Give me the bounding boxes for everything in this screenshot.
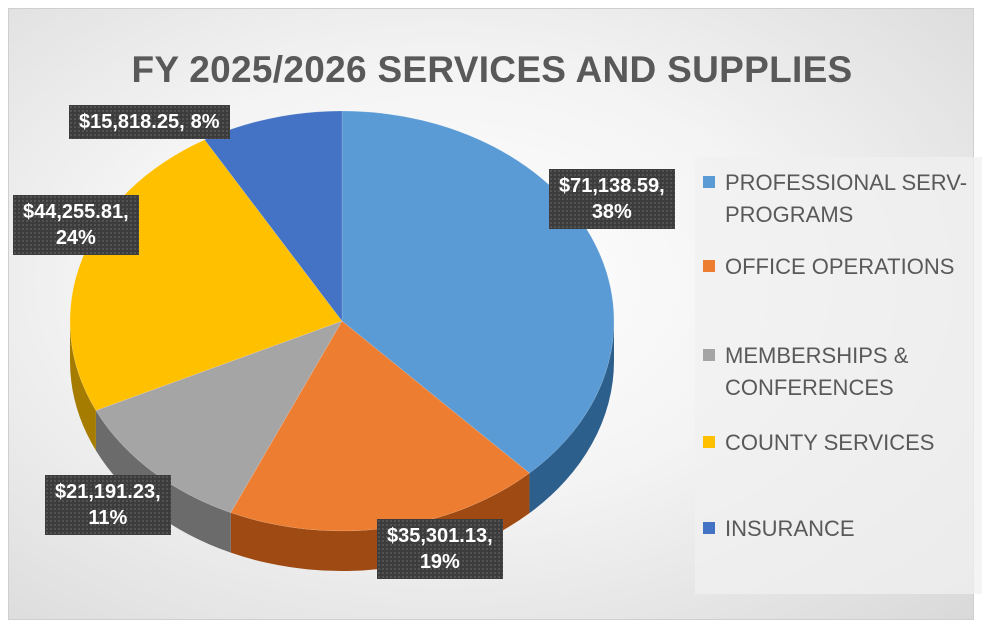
data-label-percent: 24% bbox=[55, 227, 96, 249]
data-label-value: $44,255.81, bbox=[23, 201, 129, 223]
data-label-memberships: $21,191.23, 11% bbox=[45, 475, 171, 535]
legend-swatch bbox=[703, 349, 715, 361]
data-label-insurance: $15,818.25, 8% bbox=[69, 105, 230, 139]
legend-label-line1: MEMBERSHIPS & bbox=[725, 343, 909, 368]
legend-swatch bbox=[703, 436, 715, 448]
legend-swatch bbox=[703, 522, 715, 534]
pie-slice-side-professional-serv bbox=[529, 321, 614, 514]
legend-item-professional-serv: PROFESSIONAL SERV- PROGRAMS bbox=[703, 167, 980, 231]
chart-title: FY 2025/2026 SERVICES AND SUPPLIES bbox=[131, 49, 853, 90]
legend-item-county-services: COUNTY SERVICES bbox=[703, 427, 980, 459]
data-label-value: $21,191.23, bbox=[55, 481, 161, 503]
legend-label-line1: INSURANCE bbox=[725, 516, 855, 541]
pie-slice-memberships bbox=[95, 320, 343, 513]
legend-label-line1: COUNTY SERVICES bbox=[725, 430, 935, 455]
legend-item-office-operations: OFFICE OPERATIONS bbox=[703, 251, 980, 283]
data-label-percent: 38% bbox=[591, 201, 632, 223]
pie-slice-side-county-services bbox=[70, 321, 96, 451]
legend-item-memberships: MEMBERSHIPS & CONFERENCES bbox=[703, 340, 980, 404]
data-label-value: $15,818.25, bbox=[79, 111, 185, 133]
data-label-professional-serv: $71,138.59, 38% bbox=[549, 169, 675, 229]
pie-chart bbox=[69, 110, 615, 571]
data-label-county-services: $44,255.81, 24% bbox=[13, 195, 139, 255]
legend-swatch bbox=[703, 260, 715, 272]
legend-swatch bbox=[703, 176, 715, 188]
data-label-office-operations: $35,301.13, 19% bbox=[377, 519, 503, 579]
legend-label-line1: OFFICE OPERATIONS bbox=[725, 254, 955, 279]
chart-legend: PROFESSIONAL SERV- PROGRAMS OFFICE OPERA… bbox=[695, 157, 982, 594]
data-label-value: $35,301.13, bbox=[387, 525, 493, 547]
legend-label-line2: PROGRAMS bbox=[725, 202, 854, 227]
data-label-percent: 8% bbox=[190, 111, 220, 133]
data-label-percent: 19% bbox=[419, 551, 460, 573]
legend-label-line2: CONFERENCES bbox=[725, 375, 894, 400]
pie-slice-professional-serv bbox=[341, 110, 615, 474]
chart-area: FY 2025/2026 SERVICES AND SUPPLIES $71,1… bbox=[8, 8, 982, 620]
legend-label-line1: PROFESSIONAL SERV- bbox=[725, 170, 968, 195]
legend-item-insurance: INSURANCE bbox=[703, 513, 980, 545]
data-label-value: $71,138.59, bbox=[559, 175, 665, 197]
data-label-percent: 11% bbox=[88, 507, 128, 529]
